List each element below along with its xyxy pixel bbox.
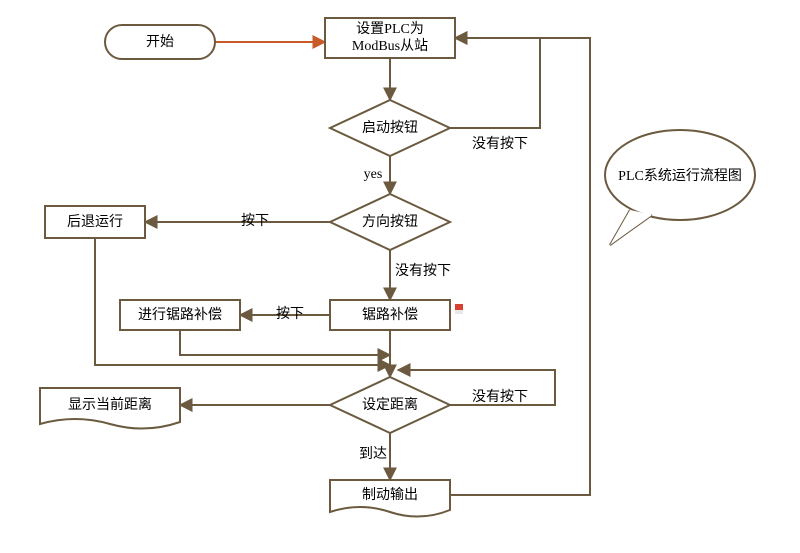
edge-label: 按下	[241, 213, 269, 229]
node-showdist: 显示当前距离	[40, 388, 180, 429]
callout-text: PLC系统运行流程图	[618, 168, 742, 184]
node-dosaw: 进行锯路补偿	[120, 300, 240, 330]
edge	[450, 38, 590, 495]
edge-label: 没有按下	[395, 263, 451, 279]
node-setplc: 设置PLC为ModBus从站	[325, 18, 455, 58]
svg-text:ModBus从站: ModBus从站	[352, 38, 428, 54]
node-sawcomp: 锯路补偿	[330, 300, 450, 330]
svg-text:锯路补偿: 锯路补偿	[362, 307, 418, 323]
edge-label: 到达	[359, 446, 387, 462]
edge-label: 没有按下	[472, 389, 528, 405]
svg-text:显示当前距离: 显示当前距离	[68, 396, 152, 413]
svg-text:设置PLC为: 设置PLC为	[356, 21, 424, 37]
svg-text:后退运行: 后退运行	[67, 214, 123, 230]
svg-text:制动输出: 制动输出	[362, 487, 418, 503]
node-brake: 制动输出	[330, 480, 450, 517]
svg-text:开始: 开始	[146, 34, 174, 50]
edge-label: 按下	[276, 306, 304, 322]
svg-text:启动按钮: 启动按钮	[362, 120, 418, 136]
node-setdist: 设定距离	[330, 377, 450, 433]
nodes: 开始设置PLC为ModBus从站启动按钮方向按钮后退运行锯路补偿进行锯路补偿设定…	[40, 18, 455, 517]
flag-icon	[455, 304, 463, 314]
title-callout: PLC系统运行流程图	[605, 130, 755, 245]
svg-text:设定距离: 设定距离	[362, 396, 418, 413]
node-back: 后退运行	[45, 206, 145, 238]
node-startbtn: 启动按钮	[330, 100, 450, 156]
edge-label: 没有按下	[472, 136, 528, 152]
svg-text:进行锯路补偿: 进行锯路补偿	[138, 307, 222, 323]
node-dirbtn: 方向按钮	[330, 194, 450, 250]
edge-label: yes	[364, 167, 383, 182]
svg-text:方向按钮: 方向按钮	[362, 214, 418, 230]
node-start: 开始	[105, 25, 215, 59]
edges: 没有按下yes按下没有按下按下没有按下到达	[95, 38, 590, 495]
edge	[180, 330, 390, 355]
edge	[450, 38, 540, 128]
